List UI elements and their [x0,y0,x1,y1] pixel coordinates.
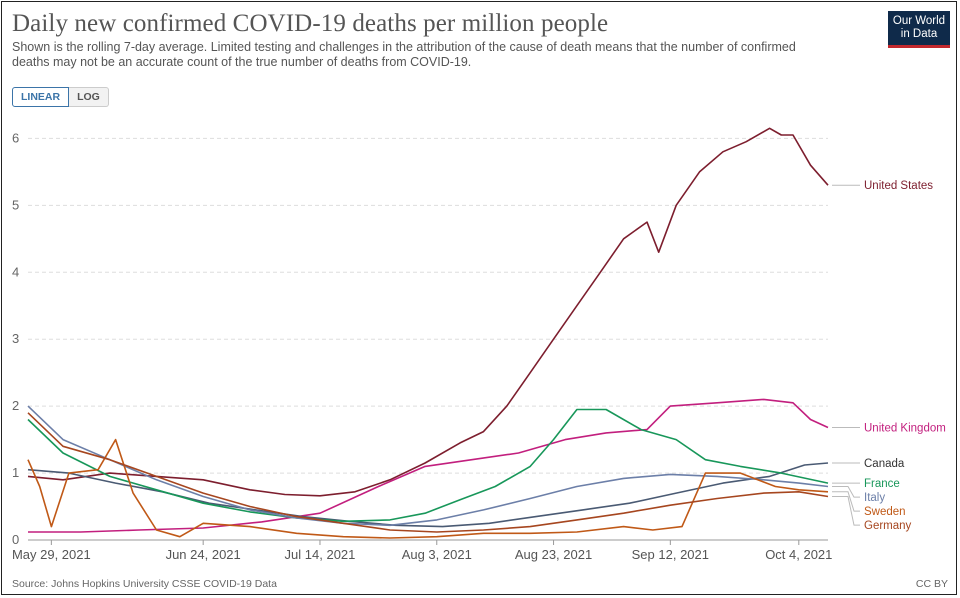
x-tick-label: Oct 4, 2021 [765,547,832,562]
x-tick-label: May 29, 2021 [12,547,91,562]
x-tick-label: Sep 12, 2021 [632,547,709,562]
label-leader-line [832,486,860,498]
series-label-united-kingdom: United Kingdom [864,423,946,435]
y-tick-label: 4 [12,264,19,279]
series-label-sweden: Sweden [864,506,906,518]
x-tick-label: Aug 23, 2021 [515,547,592,562]
chart-subtitle: Shown is the rolling 7-day average. Limi… [12,40,796,69]
logo-line-1: Our World [892,15,946,27]
license-link[interactable]: CC BY [915,578,948,590]
x-tick-label: Aug 3, 2021 [402,547,472,562]
label-leader-line [832,496,860,526]
series-line-italy [27,405,829,527]
series-label-united-states: United States [864,180,933,192]
log-button[interactable]: LOG [69,87,109,107]
owid-logo[interactable]: Our World in Data [888,11,950,48]
series-label-france: France [864,478,900,490]
series-line-sweden [27,438,829,539]
series-label-germany: Germany [864,520,912,532]
y-tick-label: 3 [12,331,19,346]
x-tick-label: Jun 24, 2021 [166,547,241,562]
series-label-italy: Italy [864,492,885,504]
y-tick-label: 5 [12,197,19,212]
series-label-canada: Canada [864,458,905,470]
label-leader-line [832,491,860,512]
series-line-france [27,408,829,523]
y-tick-label: 2 [12,398,19,413]
series-line-united-kingdom [28,398,829,533]
y-tick-label: 0 [12,532,19,547]
scale-toggle: LINEAR LOG [12,87,109,107]
series-line-germany [27,412,829,533]
linear-button[interactable]: LINEAR [12,87,70,107]
series-line-united-states [27,127,829,497]
y-tick-label: 1 [12,465,19,480]
y-tick-label: 6 [12,130,19,145]
chart-title: Daily new confirmed COVID-19 deaths per … [12,10,609,37]
logo-line-2: in Data [900,28,938,40]
x-tick-label: Jul 14, 2021 [285,547,356,562]
source-note: Source: Johns Hopkins University CSSE CO… [12,578,277,590]
